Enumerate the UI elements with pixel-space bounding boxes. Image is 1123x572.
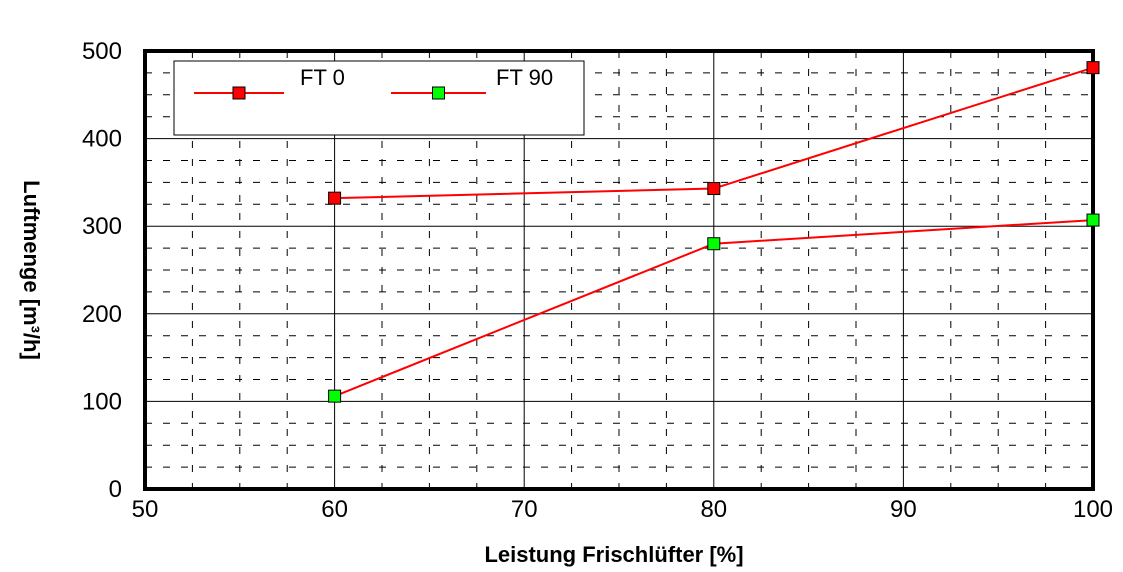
x-tick-label: 90 xyxy=(890,496,917,523)
x-tick-label: 80 xyxy=(700,496,727,523)
x-tick-label: 100 xyxy=(1073,496,1113,523)
x-axis-title: Leistung Frischlüfter [%] xyxy=(484,542,743,567)
legend-marker-ft0 xyxy=(232,86,246,100)
data-point-marker xyxy=(707,182,721,196)
y-tick-label: 200 xyxy=(82,301,122,328)
legend-marker-ft90 xyxy=(432,86,445,100)
x-tick-label: 70 xyxy=(511,496,538,523)
x-axis-ticks: 50 60 70 80 90 100 xyxy=(132,496,1113,523)
legend-label-ft0: FT 0 xyxy=(300,65,345,90)
plot-frame xyxy=(143,49,1095,491)
x-tick-label: 60 xyxy=(321,496,348,523)
x-tick-label: 50 xyxy=(132,496,159,523)
y-tick-label: 300 xyxy=(82,213,122,240)
major-grid xyxy=(145,51,1093,489)
data-point-marker xyxy=(707,237,721,251)
y-tick-label: 500 xyxy=(82,38,122,65)
y-tick-label: 400 xyxy=(82,126,122,153)
y-tick-label: 100 xyxy=(82,388,122,415)
y-tick-label: 0 xyxy=(109,476,122,503)
legend: FT 0 FT 90 xyxy=(173,60,585,136)
data-point-marker xyxy=(328,191,342,205)
y-axis-title: Luftmenge [m³/h] xyxy=(19,180,44,360)
legend-label-ft90: FT 90 xyxy=(496,65,553,90)
data-point-marker xyxy=(328,389,342,403)
y-axis-ticks: 0 100 200 300 400 500 xyxy=(82,38,122,503)
data-point-marker xyxy=(1086,61,1100,75)
data-point-marker xyxy=(1086,213,1100,227)
series-layer xyxy=(328,61,1100,403)
